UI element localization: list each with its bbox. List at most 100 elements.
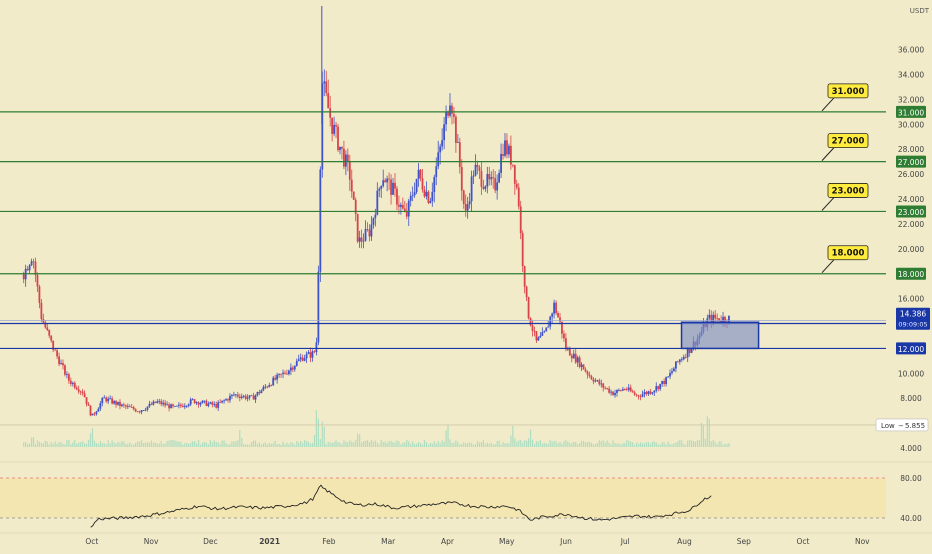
volume-bar — [553, 440, 555, 447]
volume-bar — [565, 439, 567, 447]
volume-bar — [27, 444, 29, 447]
candle-body — [140, 410, 143, 413]
volume-bar — [689, 439, 691, 447]
candle-body — [344, 154, 347, 167]
level-callout[interactable]: 27.000 — [821, 133, 869, 161]
candle-body — [490, 177, 493, 180]
candle-body — [105, 397, 108, 402]
y-tick-label: 32.000 — [898, 95, 924, 104]
volume-bar — [25, 441, 27, 447]
currency-label: USDT — [910, 7, 930, 15]
x-tick-label: Oct — [797, 537, 810, 546]
volume-bar — [522, 442, 524, 447]
volume-bar — [197, 440, 200, 447]
volume-bar — [531, 439, 534, 447]
volume-bar — [182, 444, 184, 447]
volume-bar — [62, 443, 64, 447]
candle-body — [313, 351, 316, 353]
level-callout[interactable]: 31.000 — [821, 83, 869, 112]
candle-body — [535, 331, 538, 341]
x-tick-label: Oct — [85, 537, 98, 546]
x-tick-label: Jul — [620, 537, 630, 546]
support-zone-box[interactable] — [680, 321, 760, 350]
volume-bar — [657, 444, 659, 447]
candle-body — [95, 411, 98, 415]
volume-bar — [195, 443, 198, 447]
candle-body — [614, 393, 616, 396]
volume-bar — [321, 421, 323, 447]
candle-body — [172, 404, 174, 407]
level-axis-tag: 31.000 — [896, 105, 926, 118]
candle-body — [319, 169, 322, 272]
candle-body — [197, 402, 200, 405]
volume-bar — [290, 442, 292, 447]
candle-body — [146, 406, 149, 410]
volume-bar — [190, 442, 192, 447]
candle-body — [323, 81, 326, 84]
candle-body — [576, 357, 579, 363]
volume-bar — [439, 443, 441, 447]
volume-bar — [235, 441, 237, 447]
candle-body — [433, 176, 436, 192]
level-callout[interactable]: 18.000 — [821, 245, 869, 274]
x-tick-label: Sep — [737, 537, 751, 546]
volume-bar — [696, 440, 699, 447]
volume-bar — [260, 444, 263, 447]
volume-bar — [388, 441, 390, 447]
volume-bar — [510, 435, 512, 447]
candle-body — [352, 191, 355, 200]
candle-body — [231, 394, 233, 396]
x-tick-label: Nov — [855, 537, 870, 546]
candle-body — [659, 383, 662, 389]
candle-body — [486, 174, 489, 187]
callout-box — [827, 133, 869, 149]
volume-bar — [152, 442, 154, 447]
candle-body — [81, 391, 84, 394]
volume-bar — [192, 441, 194, 447]
level-callout[interactable]: 23.000 — [821, 183, 869, 211]
candle-body — [201, 400, 204, 404]
candle-body — [42, 319, 45, 323]
zone-axis-tag-label: 12.000 — [898, 345, 924, 354]
volume-bar — [685, 444, 687, 447]
volume-bar — [582, 441, 585, 447]
candle-body — [128, 406, 131, 408]
volume-bar — [148, 442, 151, 447]
candle-body — [132, 407, 135, 410]
candle-body — [293, 365, 296, 370]
callout-box — [827, 245, 869, 261]
volume-bar — [223, 440, 225, 447]
volume-bar — [99, 440, 101, 447]
volume-bar — [488, 443, 490, 447]
x-tick-label: 2021 — [259, 537, 280, 546]
candle-body — [574, 353, 577, 363]
candle-body — [211, 402, 214, 405]
volume-bar — [103, 443, 105, 447]
volume-bar — [372, 441, 374, 447]
volume-bar — [480, 442, 483, 447]
volume-bar — [52, 443, 54, 447]
volume-bar — [368, 442, 371, 447]
volume-bar — [87, 439, 90, 447]
candle-body — [523, 266, 526, 287]
volume-bar — [137, 441, 139, 447]
volume-bar — [241, 437, 243, 447]
candle-body — [317, 271, 320, 343]
candle-body — [67, 374, 70, 381]
volume-bar — [135, 442, 137, 447]
candle-body — [484, 186, 487, 189]
candle-body — [612, 391, 614, 396]
candle-body — [354, 199, 357, 214]
volume-bar — [400, 444, 402, 447]
volume-bar — [581, 440, 583, 447]
volume-bar — [486, 442, 488, 447]
volume-bar — [533, 444, 536, 447]
volume-bar — [667, 441, 669, 447]
candle-body — [337, 126, 339, 151]
volume-bar — [526, 440, 528, 447]
price-axis: USDT4.0006.0008.00010.00016.00020.00022.… — [0, 7, 930, 453]
volume-bar — [203, 441, 206, 447]
candle-body — [374, 214, 377, 219]
volume-bar — [632, 442, 634, 447]
callout-leader — [821, 197, 835, 211]
